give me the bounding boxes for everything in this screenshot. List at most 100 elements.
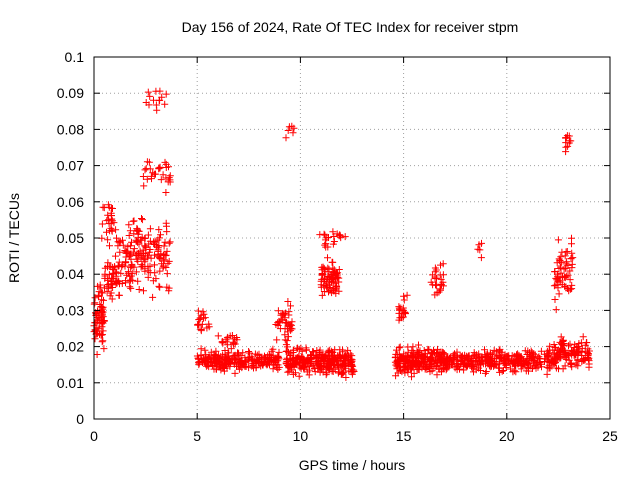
data-point (292, 369, 299, 377)
data-point (347, 360, 355, 368)
data-point (339, 346, 346, 354)
data-point (130, 217, 138, 225)
data-point (477, 254, 485, 262)
data-point (281, 331, 289, 339)
data-point (132, 268, 140, 276)
data-point (142, 165, 150, 173)
data-point (246, 349, 253, 357)
data-point (155, 234, 163, 242)
data-point (133, 225, 141, 233)
data-point (112, 226, 120, 234)
data-point (151, 251, 158, 259)
data-point (341, 233, 349, 241)
data-point (486, 349, 494, 357)
data-point (328, 367, 336, 375)
data-point (534, 354, 542, 362)
data-point (512, 360, 520, 368)
data-point (545, 349, 553, 357)
data-point (107, 289, 115, 297)
data-point (287, 326, 295, 334)
data-point (495, 360, 503, 368)
data-point (113, 234, 120, 242)
data-point (99, 327, 107, 335)
data-point (569, 254, 577, 262)
data-point (288, 122, 296, 130)
data-point (283, 325, 291, 333)
data-point (96, 320, 104, 328)
x-tick-label: 25 (602, 428, 618, 444)
grid-lines (94, 57, 610, 419)
data-point (162, 90, 170, 98)
data-point (333, 271, 341, 279)
data-point (228, 332, 236, 339)
data-point (284, 368, 292, 376)
data-point (109, 284, 117, 291)
data-point (302, 359, 309, 366)
data-point (535, 353, 543, 361)
data-point (112, 252, 119, 260)
data-point (424, 345, 432, 353)
data-point (257, 362, 265, 370)
data-point (121, 262, 129, 270)
chart-title: Day 156 of 2024, Rate Of TEC Index for r… (182, 19, 519, 35)
y-tick-label: 0.08 (57, 121, 84, 137)
data-point (146, 269, 154, 277)
data-point (320, 230, 328, 238)
data-point (206, 353, 214, 361)
data-point (348, 361, 356, 369)
y-tick-label: 0.09 (57, 85, 84, 101)
data-point (333, 230, 341, 238)
data-points (90, 87, 593, 381)
data-point (342, 364, 350, 372)
data-point (114, 242, 122, 250)
data-point (272, 360, 280, 368)
data-point (282, 134, 290, 142)
data-point (401, 365, 409, 373)
data-point (572, 361, 580, 369)
data-point (443, 354, 451, 362)
data-point (160, 256, 168, 264)
y-axis-label: ROTI / TECUs (6, 193, 22, 283)
data-point (574, 356, 582, 364)
y-tick-label: 0.1 (65, 49, 85, 65)
data-point (322, 236, 330, 244)
data-point (395, 309, 403, 317)
data-point (223, 334, 231, 342)
data-point (284, 333, 292, 341)
data-point (523, 355, 531, 363)
data-point (197, 327, 205, 335)
data-point (152, 170, 159, 178)
y-tick-label: 0.02 (57, 339, 84, 355)
data-point (573, 343, 581, 351)
data-point (537, 347, 545, 355)
data-point (568, 240, 575, 248)
data-point (434, 357, 441, 365)
axis-ticks: 0 0.01 0.02 0.03 0.04 0.05 0.06 0.07 0.08 0.09 0.1… (57, 49, 618, 444)
y-tick-label: 0 (76, 411, 84, 427)
data-point (585, 354, 593, 362)
data-point (510, 367, 518, 375)
data-point (145, 248, 153, 256)
data-point (298, 347, 306, 355)
data-point (213, 354, 221, 362)
data-point (329, 268, 337, 276)
data-point (332, 269, 340, 277)
data-point (283, 356, 290, 364)
data-point (141, 256, 149, 264)
data-point (441, 357, 449, 365)
data-point (116, 248, 124, 256)
data-point (229, 339, 237, 347)
data-point (126, 283, 134, 291)
data-point (562, 148, 570, 156)
data-point (394, 351, 402, 359)
data-point (245, 348, 253, 355)
data-point (146, 262, 154, 270)
data-point (551, 296, 559, 303)
data-point (255, 350, 263, 358)
data-point (284, 298, 292, 305)
data-point (476, 246, 484, 254)
data-point (395, 358, 403, 366)
data-point (403, 291, 411, 299)
data-point (94, 282, 102, 290)
data-point (469, 361, 477, 369)
